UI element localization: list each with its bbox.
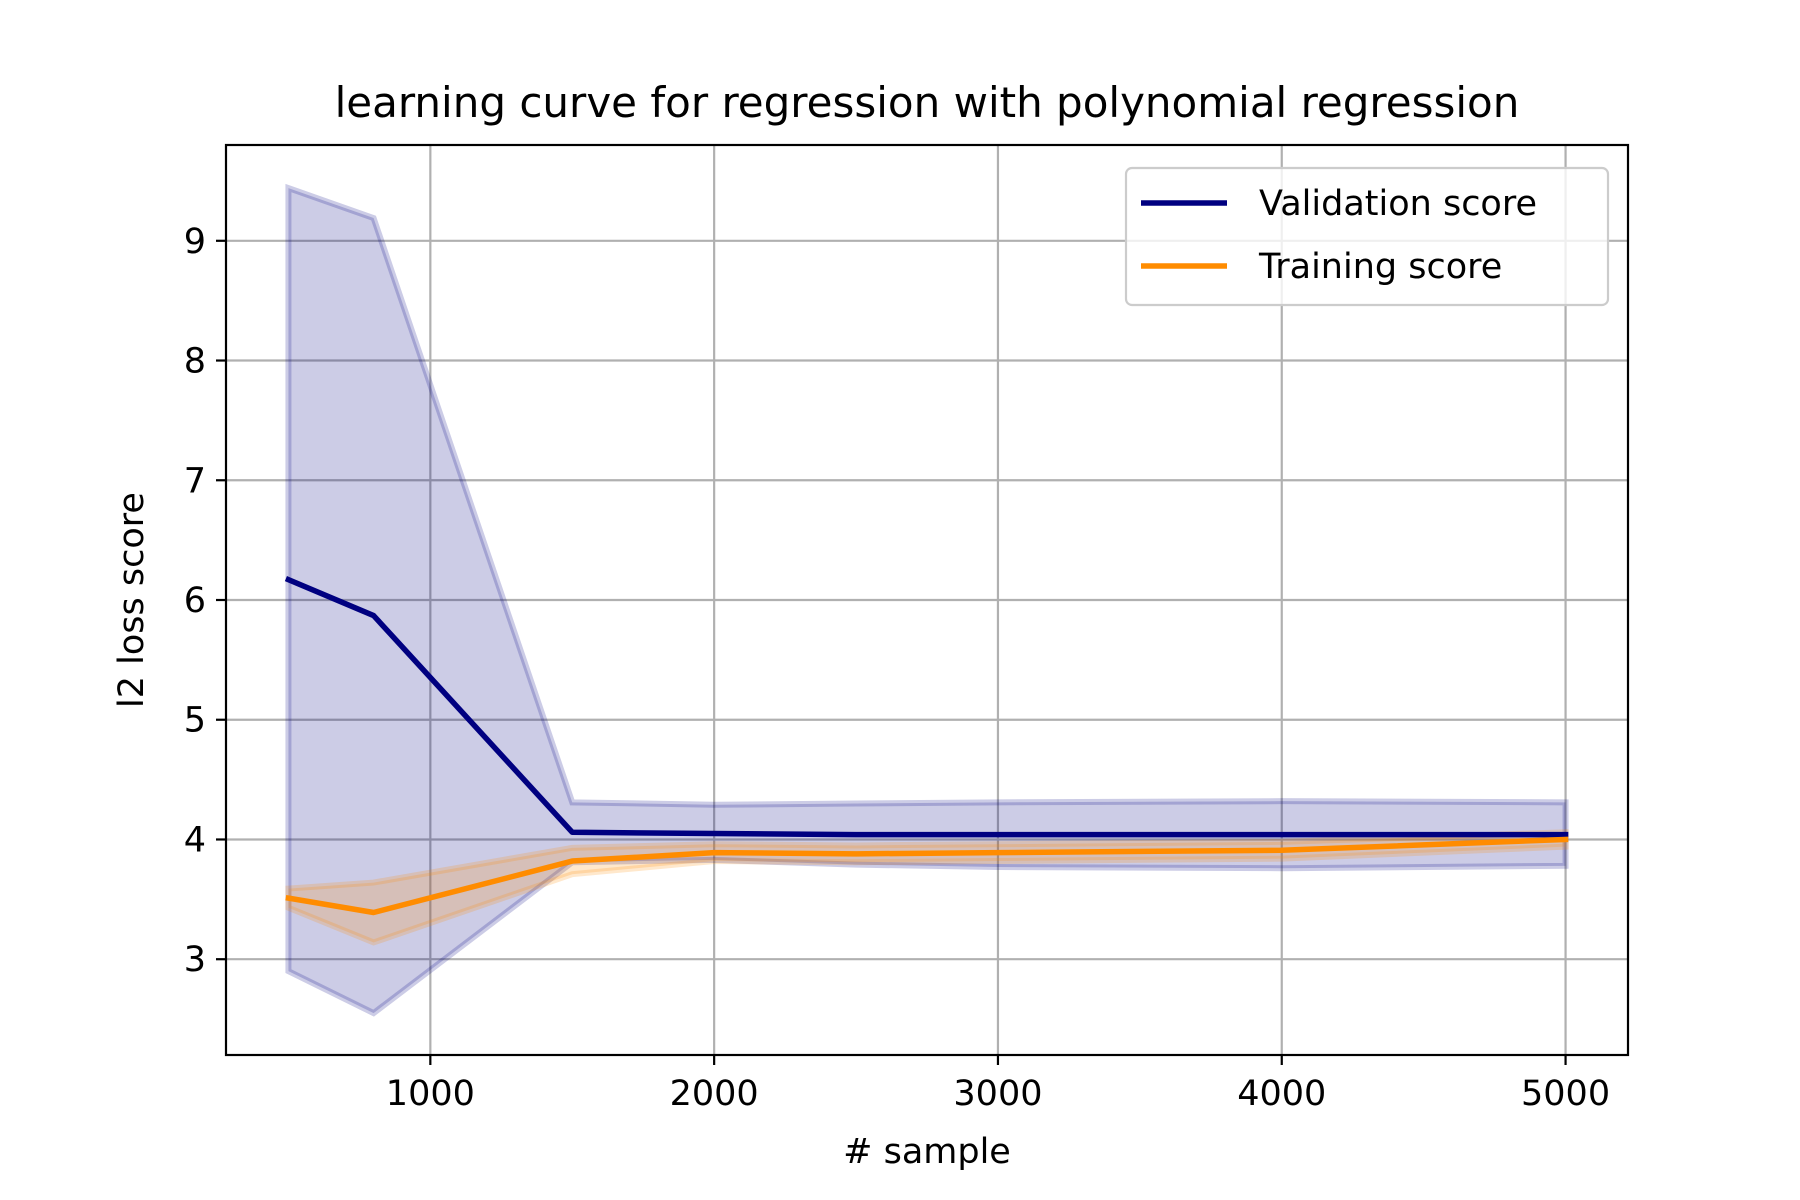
y-tick-label: 3 (184, 940, 206, 980)
y-tick-label: 5 (184, 701, 206, 741)
series-lines (284, 576, 1569, 916)
line-training (285, 836, 1569, 916)
x-axis-label: # sample (843, 1132, 1011, 1172)
line-validation (284, 576, 1569, 838)
legend-box (1124, 166, 1610, 307)
x-tick-label: 5000 (1521, 1074, 1610, 1114)
y-tick-label: 9 (184, 222, 206, 262)
x-tick-label: 4000 (1237, 1074, 1326, 1114)
grid (226, 145, 1628, 1055)
x-tick-label: 1000 (386, 1074, 475, 1114)
y-axis-label: l2 loss score (112, 492, 152, 708)
x-tick-label: 2000 (670, 1074, 759, 1114)
y-tick-label: 8 (184, 342, 206, 382)
y-tick-label: 7 (184, 461, 206, 501)
legend-label-validation: Validation score (1259, 184, 1537, 224)
chart-title: learning curve for regression with polyn… (335, 78, 1520, 127)
legend: Validation score Training score (1124, 166, 1610, 307)
y-tick-label: 6 (184, 581, 206, 621)
axis-ticks: 1000 2000 3000 4000 5000 3 4 5 6 7 8 9 (184, 222, 1610, 1114)
y-tick-label: 4 (184, 820, 206, 860)
legend-label-training: Training score (1258, 247, 1502, 287)
band-validation (285, 183, 1569, 1017)
x-tick-label: 3000 (953, 1074, 1042, 1114)
